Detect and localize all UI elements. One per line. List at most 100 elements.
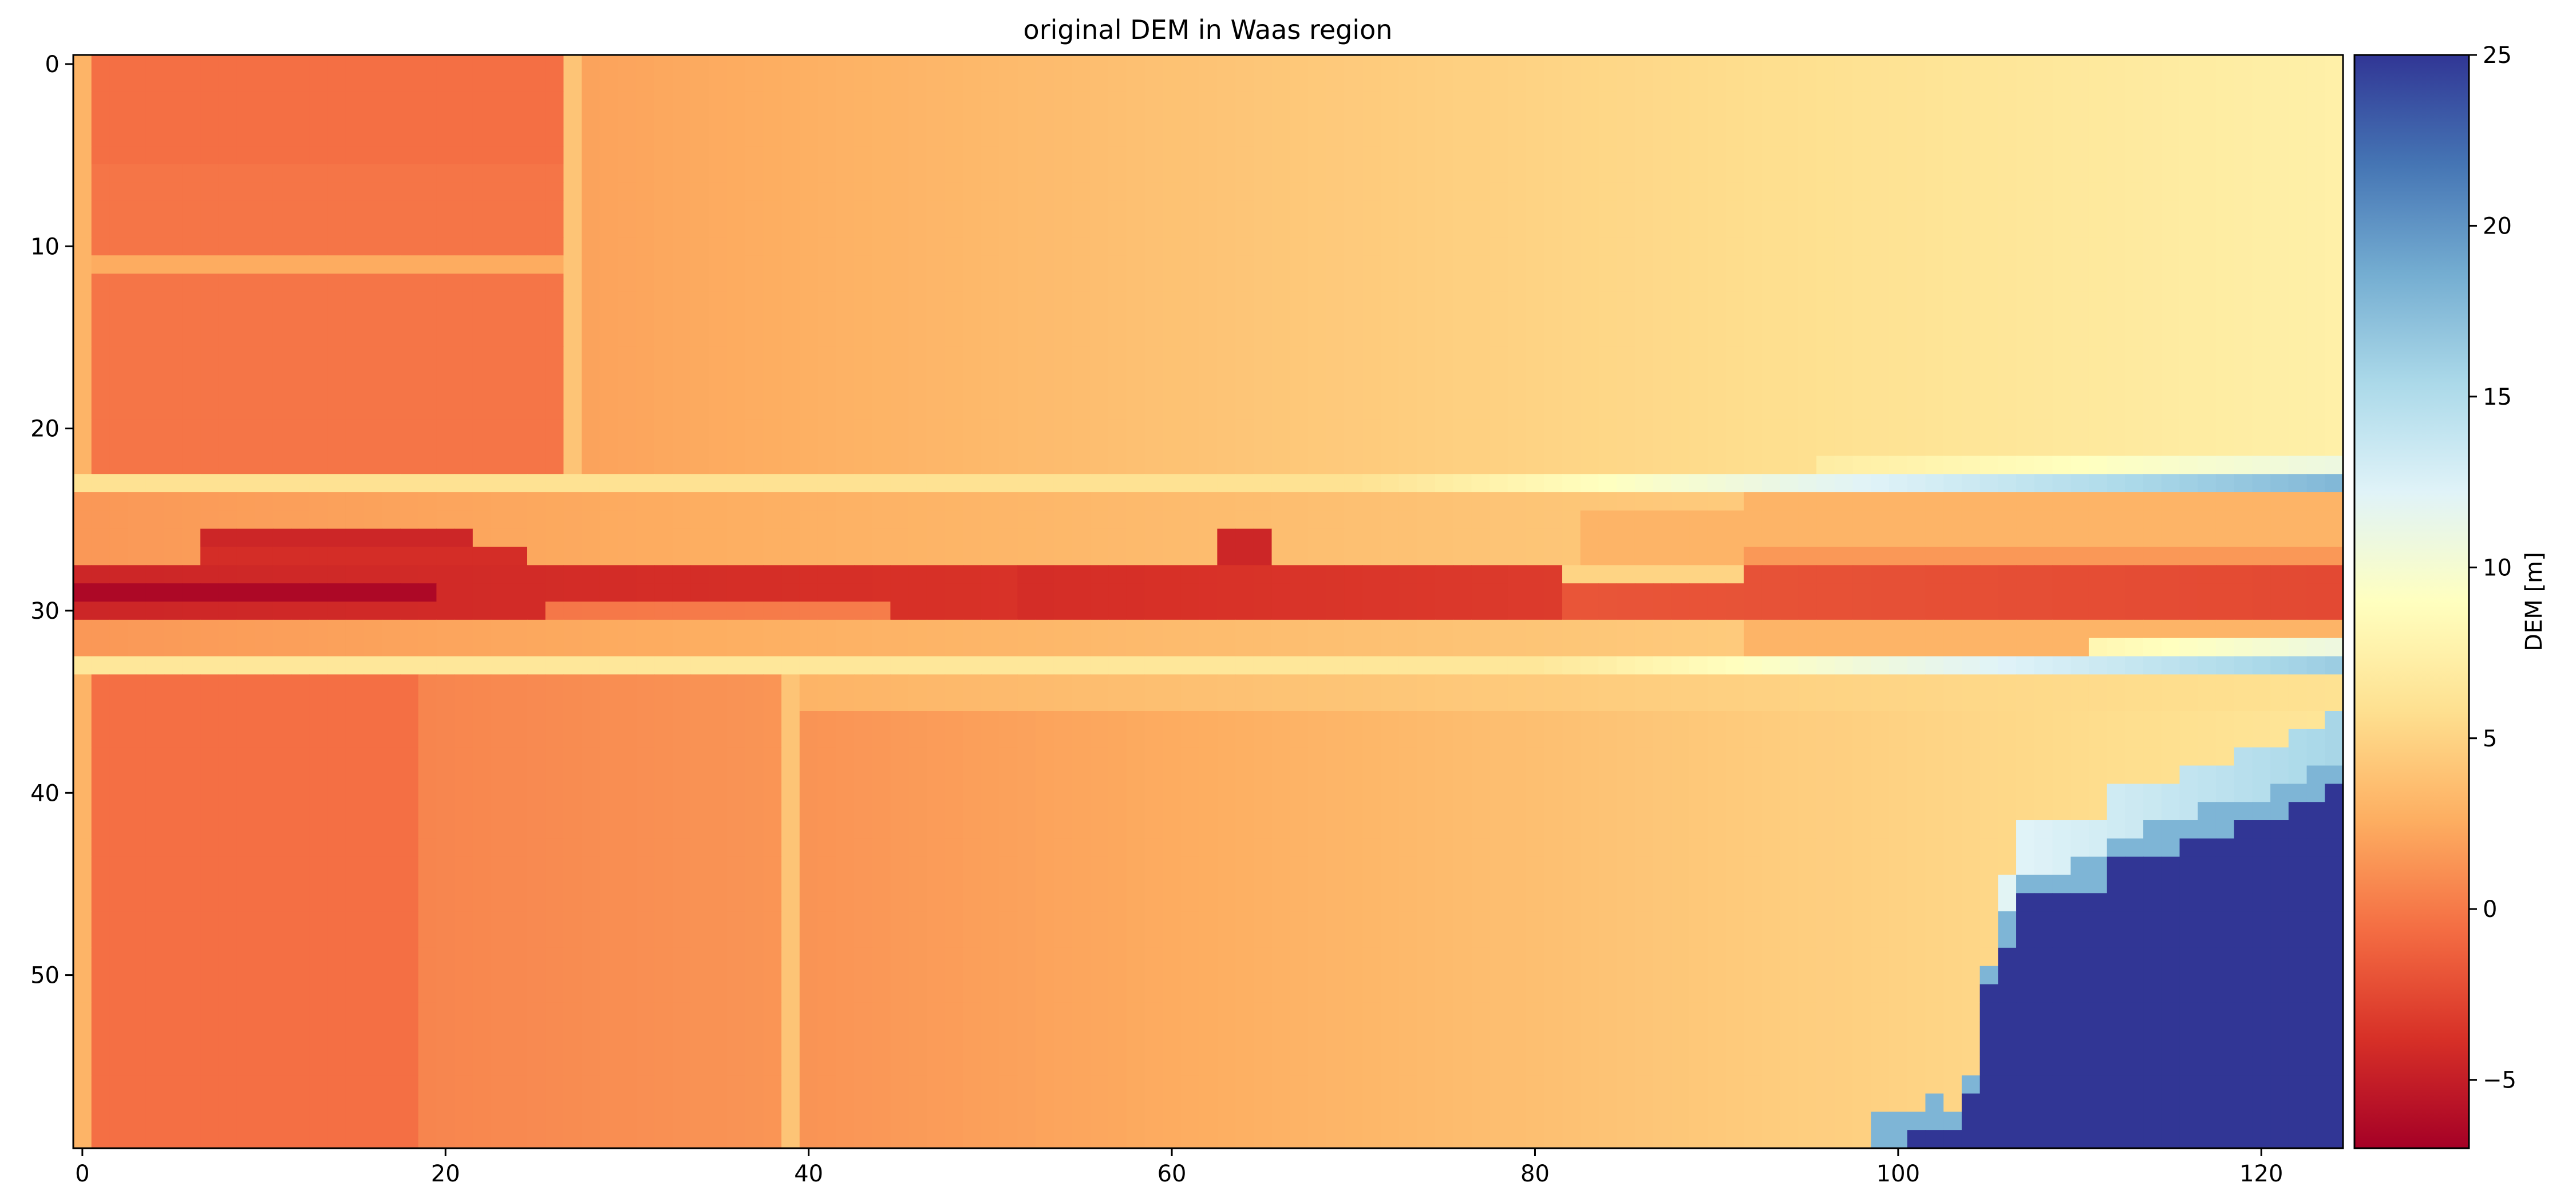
heatmap-cell bbox=[2325, 164, 2344, 183]
heatmap-cell bbox=[2288, 656, 2308, 675]
heatmap-cell bbox=[890, 328, 909, 347]
heatmap-cell bbox=[2016, 109, 2035, 128]
heatmap-cell bbox=[1271, 55, 1290, 74]
heatmap-cell bbox=[1653, 291, 1672, 311]
heatmap-cell bbox=[1562, 711, 1581, 730]
heatmap-cell bbox=[1180, 237, 1200, 256]
heatmap-cell bbox=[1307, 146, 1327, 165]
heatmap-cell bbox=[1435, 638, 1454, 657]
heatmap-cell bbox=[182, 255, 201, 274]
heatmap-cell bbox=[1653, 765, 1672, 784]
heatmap-cell bbox=[1634, 310, 1654, 329]
heatmap-cell bbox=[418, 510, 437, 529]
heatmap-cell bbox=[218, 128, 238, 147]
heatmap-cell bbox=[200, 291, 219, 311]
heatmap-cell bbox=[1072, 365, 1091, 383]
heatmap-cell bbox=[472, 565, 492, 584]
heatmap-cell bbox=[2125, 346, 2144, 365]
heatmap-cell bbox=[327, 437, 346, 456]
heatmap-cell bbox=[1163, 456, 1182, 475]
heatmap-cell bbox=[1435, 528, 1454, 548]
heatmap-cell bbox=[345, 73, 365, 92]
heatmap-cell bbox=[1017, 346, 1036, 365]
heatmap-cell bbox=[128, 510, 147, 529]
heatmap-cell bbox=[1326, 729, 1345, 748]
heatmap-cell bbox=[672, 219, 692, 238]
heatmap-cell bbox=[1253, 91, 1273, 110]
heatmap-cell bbox=[1398, 146, 1417, 165]
heatmap-cell bbox=[2179, 547, 2198, 566]
heatmap-cell bbox=[309, 91, 328, 110]
heatmap-cell bbox=[1180, 365, 1200, 383]
heatmap-cell bbox=[1344, 310, 1363, 329]
heatmap-cell bbox=[1253, 237, 1273, 256]
heatmap-cell bbox=[1617, 565, 1635, 584]
heatmap-cell bbox=[73, 328, 92, 347]
heatmap-cell bbox=[1961, 164, 1981, 183]
heatmap-cell bbox=[455, 91, 473, 110]
heatmap-cell bbox=[545, 547, 564, 566]
heatmap-cell bbox=[218, 638, 238, 657]
heatmap-cell bbox=[1417, 328, 1436, 347]
heatmap-cell bbox=[145, 128, 165, 147]
heatmap-cell bbox=[400, 510, 419, 529]
heatmap-cell bbox=[218, 91, 238, 110]
heatmap-cell bbox=[472, 182, 492, 201]
heatmap-cell bbox=[1998, 674, 2017, 693]
heatmap-cell bbox=[200, 547, 219, 566]
heatmap-cell bbox=[1090, 237, 1109, 256]
heatmap-cell bbox=[1199, 765, 1218, 784]
heatmap-cell bbox=[1344, 383, 1363, 402]
heatmap-cell bbox=[1617, 747, 1635, 766]
heatmap-cell bbox=[1834, 310, 1854, 329]
heatmap-cell bbox=[945, 346, 963, 365]
heatmap-cell bbox=[182, 73, 201, 92]
heatmap-cell bbox=[1598, 619, 1617, 639]
heatmap-cell bbox=[1507, 456, 1527, 475]
heatmap-cell bbox=[2016, 693, 2035, 711]
heatmap-cell bbox=[2288, 274, 2308, 292]
heatmap-cell bbox=[527, 401, 546, 420]
heatmap-cell bbox=[2034, 274, 2053, 292]
heatmap-cell bbox=[182, 474, 201, 493]
heatmap-cell bbox=[1507, 510, 1527, 529]
heatmap-cell bbox=[1235, 711, 1254, 730]
heatmap-cell bbox=[2143, 346, 2162, 365]
heatmap-cell bbox=[527, 674, 546, 693]
heatmap-cell bbox=[2125, 328, 2144, 347]
heatmap-cell bbox=[382, 510, 401, 529]
heatmap-cell bbox=[1980, 237, 1998, 256]
heatmap-cell bbox=[981, 383, 1000, 402]
heatmap-cell bbox=[1816, 619, 1835, 639]
heatmap-cell bbox=[327, 474, 346, 493]
heatmap-cell bbox=[1816, 401, 1835, 420]
heatmap-cell bbox=[2143, 310, 2162, 329]
heatmap-cell bbox=[1253, 346, 1273, 365]
heatmap-cell bbox=[1761, 255, 1781, 274]
heatmap-cell bbox=[781, 128, 800, 147]
heatmap-cell bbox=[563, 729, 582, 748]
heatmap-cell bbox=[763, 565, 782, 584]
heatmap-cell bbox=[1453, 164, 1472, 183]
heatmap-cell bbox=[309, 73, 328, 92]
heatmap-cell bbox=[545, 274, 564, 292]
heatmap-cell bbox=[1253, 401, 1273, 420]
heatmap-cell bbox=[999, 638, 1018, 657]
heatmap-cell bbox=[1653, 128, 1672, 147]
heatmap-cell bbox=[164, 711, 183, 730]
heatmap-cell bbox=[890, 729, 909, 748]
heatmap-cell bbox=[1744, 200, 1763, 220]
heatmap-cell bbox=[509, 474, 528, 493]
heatmap-cell bbox=[1199, 747, 1218, 766]
heatmap-cell bbox=[1036, 91, 1054, 110]
heatmap-cell bbox=[364, 437, 382, 456]
heatmap-cell bbox=[1617, 638, 1635, 657]
heatmap-cell bbox=[128, 674, 147, 693]
heatmap-cell bbox=[73, 91, 92, 110]
heatmap-cell bbox=[345, 583, 365, 602]
heatmap-cell bbox=[218, 729, 238, 748]
heatmap-cell bbox=[509, 164, 528, 183]
heatmap-cell bbox=[382, 765, 401, 784]
heatmap-cell bbox=[236, 401, 255, 420]
heatmap-cell bbox=[1580, 729, 1599, 748]
